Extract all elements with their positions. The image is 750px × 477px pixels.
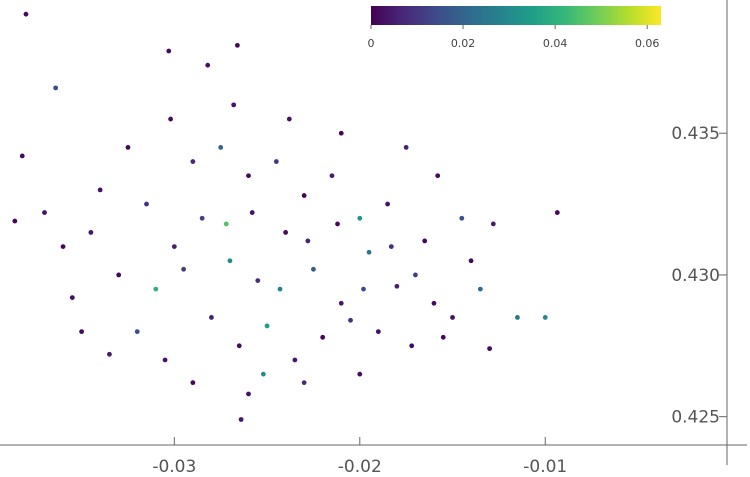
point [283, 230, 289, 235]
y-tick-label: 0.425 [671, 408, 720, 428]
point [97, 187, 103, 193]
point [490, 221, 496, 227]
point [487, 346, 493, 352]
point [468, 258, 474, 264]
x-tick-label: -0.03 [152, 457, 196, 477]
point [361, 286, 366, 292]
point [209, 315, 214, 320]
point [236, 343, 242, 349]
point [190, 380, 196, 386]
point [422, 238, 428, 244]
point [329, 173, 335, 179]
point [403, 144, 409, 150]
point [88, 230, 94, 235]
x-tick-label: -0.01 [523, 457, 567, 477]
point [366, 249, 372, 255]
point [450, 315, 455, 320]
point [385, 201, 391, 207]
point [125, 144, 131, 150]
point [246, 173, 251, 179]
point [60, 244, 66, 249]
colorbar-tick-label: 0.06 [635, 37, 660, 50]
point [292, 357, 298, 363]
point [413, 272, 418, 278]
point [542, 315, 548, 320]
point [301, 193, 307, 198]
point [199, 215, 205, 221]
point [238, 417, 244, 422]
point [459, 215, 465, 221]
point [116, 272, 122, 278]
point [42, 210, 47, 215]
point [273, 159, 279, 164]
point [218, 144, 224, 150]
colorbar [371, 6, 661, 25]
point [320, 334, 326, 340]
point [286, 116, 292, 122]
point [12, 218, 18, 224]
point [260, 371, 266, 377]
point [305, 238, 311, 244]
point [231, 102, 237, 108]
point [357, 215, 363, 221]
y-tick-label: 0.430 [671, 266, 720, 286]
point [338, 300, 344, 306]
point [357, 371, 363, 377]
point [348, 317, 353, 323]
point [69, 295, 75, 301]
point [409, 343, 415, 349]
point [249, 210, 255, 215]
point [53, 85, 59, 91]
point [166, 48, 172, 54]
point [554, 210, 560, 215]
point [162, 357, 168, 363]
point [338, 130, 344, 136]
point [394, 283, 400, 289]
point [153, 286, 159, 292]
point [375, 329, 381, 335]
point [168, 116, 174, 122]
point [223, 221, 229, 227]
point [515, 315, 520, 320]
point [477, 286, 483, 292]
point [335, 221, 340, 227]
x-tick-label: -0.02 [338, 457, 382, 477]
point [190, 159, 196, 164]
point [255, 278, 261, 284]
point [19, 153, 25, 159]
point [144, 201, 149, 207]
point [246, 391, 251, 397]
point [435, 173, 441, 179]
point [301, 380, 307, 386]
point [79, 329, 85, 335]
point [107, 351, 112, 357]
point [234, 42, 240, 48]
point [277, 286, 283, 292]
point [227, 258, 233, 264]
point [431, 300, 437, 306]
colorbar-tick-label: 0 [368, 37, 375, 50]
point [134, 329, 140, 335]
point [23, 11, 29, 17]
colorbar-tick-label: 0.02 [451, 37, 476, 50]
point [388, 244, 394, 249]
point [171, 244, 177, 249]
point [440, 334, 446, 340]
point [264, 323, 270, 329]
point [181, 266, 187, 272]
colorbar-tick-label: 0.04 [543, 37, 568, 50]
point [311, 266, 316, 272]
y-tick-label: 0.435 [671, 124, 720, 144]
point [205, 62, 211, 68]
